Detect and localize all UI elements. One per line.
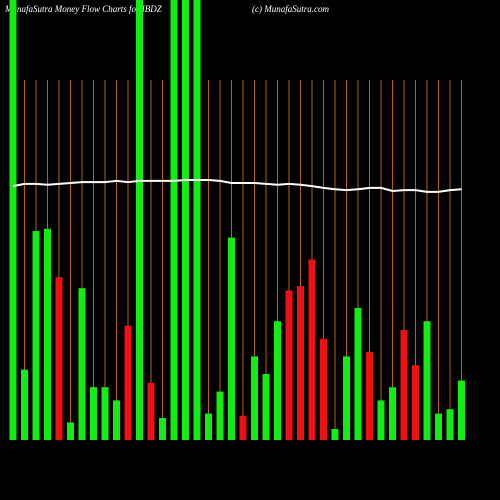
bar — [377, 400, 385, 440]
line-series — [12, 178, 462, 193]
bar — [101, 387, 109, 440]
bar — [423, 321, 431, 440]
bar — [78, 288, 86, 440]
bar — [354, 308, 362, 440]
bar — [170, 0, 178, 440]
bar — [239, 415, 247, 440]
bar — [274, 321, 281, 440]
bar — [343, 356, 350, 440]
bar — [446, 409, 454, 440]
bar — [32, 231, 40, 440]
bar — [412, 365, 419, 440]
bar — [159, 418, 166, 440]
chart-title: MunafaSutra Money Flow Charts for IBDZ — [4, 4, 163, 14]
bar — [205, 413, 212, 440]
bar — [136, 0, 143, 440]
bar — [228, 237, 235, 440]
bar — [297, 286, 304, 440]
bar — [193, 0, 201, 440]
bar — [389, 387, 396, 440]
bar — [251, 356, 258, 440]
chart-subtitle: (c) MunafaSutra.com — [252, 4, 329, 14]
bar — [458, 380, 465, 440]
bar — [262, 374, 270, 440]
bar — [90, 387, 97, 440]
bar — [320, 338, 327, 440]
bar — [308, 259, 316, 440]
bar — [285, 290, 293, 440]
bar — [9, 0, 17, 440]
bar — [124, 325, 132, 440]
bar — [435, 413, 442, 440]
bar — [331, 429, 339, 440]
bar — [113, 400, 120, 440]
bar — [44, 228, 51, 440]
bar — [182, 0, 189, 440]
bar — [400, 330, 408, 440]
bar — [67, 422, 74, 440]
bar — [366, 352, 373, 440]
bar — [21, 369, 28, 440]
bar — [216, 391, 224, 440]
bar — [55, 277, 63, 440]
bar — [147, 382, 155, 440]
